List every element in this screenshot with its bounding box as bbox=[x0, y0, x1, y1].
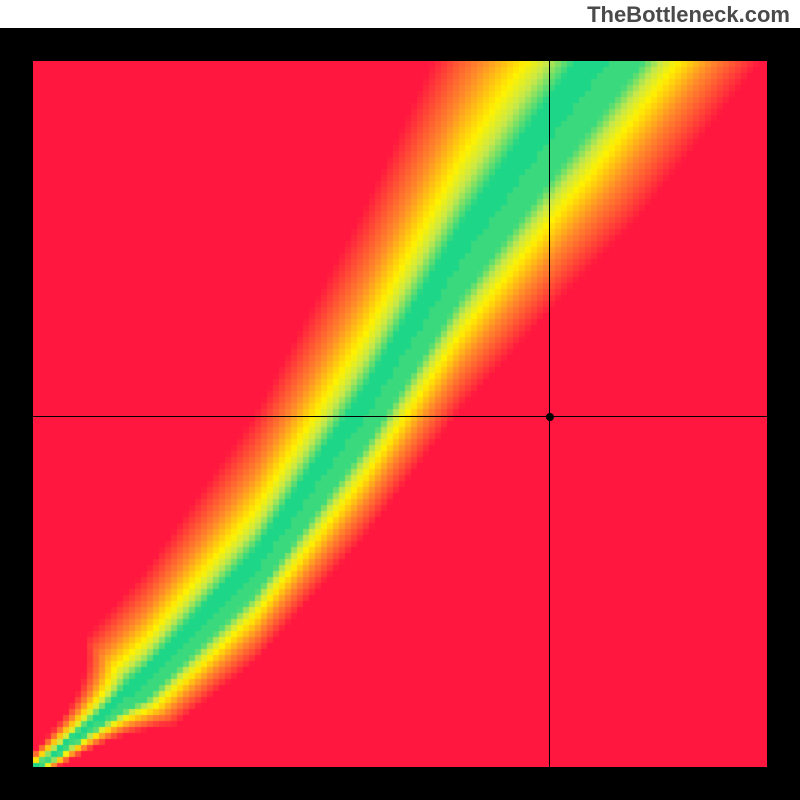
watermark-text: TheBottleneck.com bbox=[587, 2, 790, 28]
bottleneck-heatmap bbox=[33, 61, 767, 767]
crosshair-horizontal bbox=[33, 416, 767, 417]
crosshair-point bbox=[546, 413, 554, 421]
